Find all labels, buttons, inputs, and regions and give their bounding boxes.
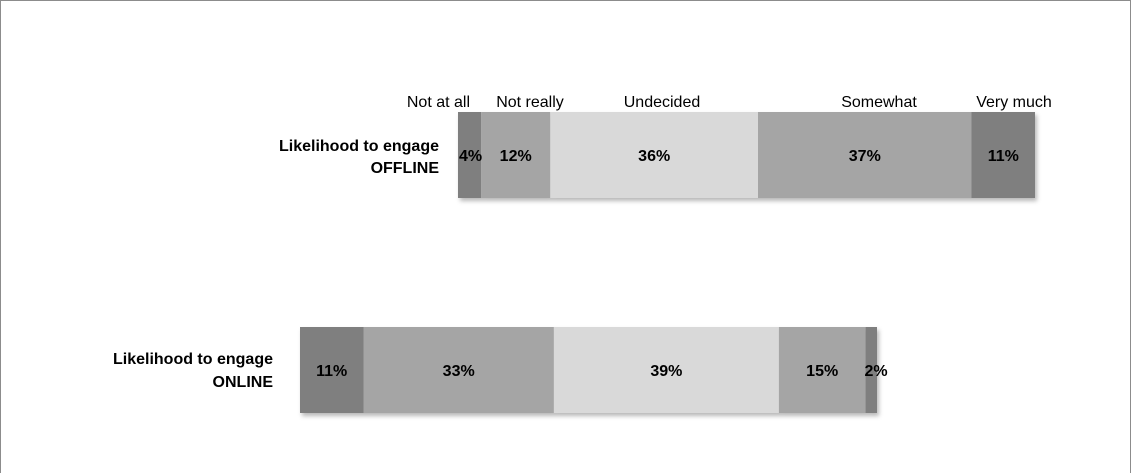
category-label-very-much: Very much xyxy=(976,94,1052,111)
value-label-online-not-at-all: 11% xyxy=(316,363,347,380)
value-label-offline-not-at-all: 4% xyxy=(459,148,482,165)
category-label-somewhat: Somewhat xyxy=(841,94,917,111)
bar-segment-online-not-really xyxy=(363,327,554,413)
value-label-online-very-much: 2% xyxy=(865,363,888,380)
row-label-offline-line2: OFFLINE xyxy=(371,160,440,177)
value-label-online-undecided: 39% xyxy=(650,363,682,380)
row-label-online: Likelihood to engage ONLINE xyxy=(113,351,273,391)
bar-segment-offline-very-much xyxy=(971,112,1035,198)
row-label-offline-line1: Likelihood to engage xyxy=(279,138,439,155)
value-label-offline-undecided: 36% xyxy=(638,148,670,165)
bar-segment-offline-not-at-all xyxy=(458,112,482,198)
bar-offline xyxy=(458,112,1035,198)
value-label-offline-very-much: 11% xyxy=(988,148,1019,165)
category-label-undecided: Undecided xyxy=(624,94,701,111)
value-label-online-somewhat: 15% xyxy=(806,363,838,380)
row-label-offline: Likelihood to engage OFFLINE xyxy=(279,138,439,177)
bar-segment-offline-not-really xyxy=(481,112,551,198)
row-label-online-line2: ONLINE xyxy=(213,374,274,391)
category-label-not-really: Not really xyxy=(496,94,564,111)
category-label-not-at-all: Not at all xyxy=(407,94,470,111)
row-label-online-line1: Likelihood to engage xyxy=(113,351,273,368)
value-label-offline-not-really: 12% xyxy=(500,148,532,165)
bar-segment-offline-somewhat xyxy=(758,112,972,198)
value-label-online-not-really: 33% xyxy=(443,363,475,380)
bar-segment-online-undecided xyxy=(553,327,779,413)
bars-layer: 4% 12% 36% 37% 11% 11% 33% 39% 15% 2% xyxy=(300,112,1035,413)
bar-segment-offline-undecided xyxy=(550,112,758,198)
value-label-offline-somewhat: 37% xyxy=(849,148,881,165)
bar-segment-online-not-at-all xyxy=(300,327,364,413)
bar-segment-online-very-much xyxy=(865,327,877,413)
category-labels: Not at all Not really Undecided Somewhat… xyxy=(407,94,1052,111)
bar-online xyxy=(300,327,877,413)
bar-segment-online-somewhat xyxy=(778,327,866,413)
